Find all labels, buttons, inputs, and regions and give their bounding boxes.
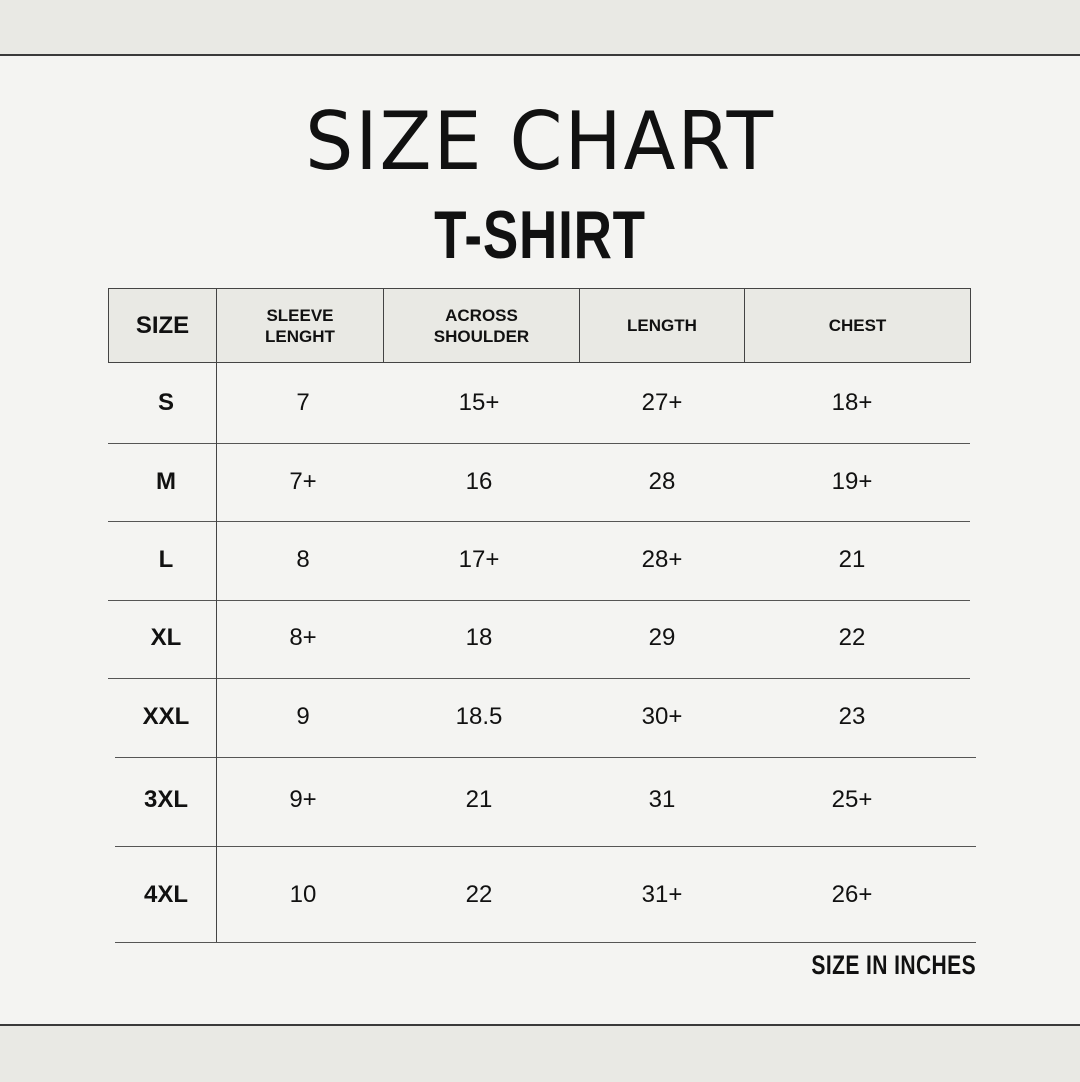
table-cell: 15+ [458,389,500,416]
table-cell: 29 [648,624,676,651]
table-cell: 31 [648,786,676,813]
row-divider [108,678,970,679]
table-cell: 21 [838,546,866,573]
size-column-divider [216,363,217,942]
table-cell: 9 [296,703,310,730]
units-note: SIZE IN INCHES [811,950,976,980]
top-band [0,0,1080,56]
table-cell: 23 [838,703,866,730]
table-cell: 17+ [458,546,500,573]
table-cell: 30+ [641,703,683,730]
row-divider [108,600,970,601]
table-cell: 19+ [831,468,873,495]
table-cell: 28+ [641,546,683,573]
table-cell: 26+ [831,881,873,908]
table-cell: 22 [838,624,866,651]
size-label: 4XL [143,881,189,908]
table-cell: 18.5 [455,703,503,730]
page-subtitle: T-SHIRT [434,197,646,273]
table-cell: 18 [465,624,493,651]
size-label: XL [150,624,182,651]
table-cell: 8 [296,546,310,573]
size-label: S [157,389,175,416]
row-divider [115,757,976,758]
table-cell: 31+ [641,881,683,908]
row-divider [108,521,970,522]
table-cell: 25+ [831,786,873,813]
size-label: M [156,468,176,495]
row-divider [115,846,976,847]
bottom-band [0,1024,1080,1082]
column-header: ACROSS SHOULDER [383,288,580,363]
column-header: SIZE [108,288,217,363]
page-title: SIZE CHART [305,95,775,188]
table-cell: 21 [465,786,493,813]
column-header: LENGTH [579,288,745,363]
row-divider [115,942,976,943]
table-cell: 27+ [641,389,683,416]
table-cell: 18+ [831,389,873,416]
table-cell: 7+ [289,468,317,495]
table-cell: 10 [289,881,317,908]
table-cell: 8+ [289,624,317,651]
size-label: L [158,546,174,573]
size-label: XXL [142,703,190,730]
table-cell: 7 [296,389,310,416]
size-label: 3XL [143,786,189,813]
column-header: CHEST [744,288,971,363]
row-divider [108,443,970,444]
table-cell: 9+ [289,786,317,813]
table-cell: 28 [648,468,676,495]
table-cell: 16 [465,468,493,495]
column-header: SLEEVE LENGHT [216,288,384,363]
table-cell: 22 [465,881,493,908]
